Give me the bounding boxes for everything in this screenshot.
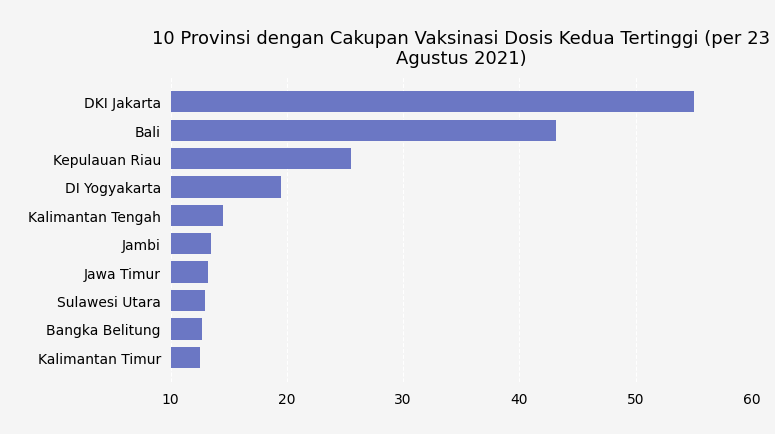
Bar (54, 347, 200, 368)
Bar (54, 290, 205, 312)
Bar (54, 120, 556, 141)
Bar (54, 319, 202, 340)
Bar (54, 177, 281, 198)
Bar (54, 233, 211, 255)
Bar (54, 92, 694, 113)
Bar (54, 148, 350, 170)
Title: 10 Provinsi dengan Cakupan Vaksinasi Dosis Kedua Tertinggi (per 23
Agustus 2021): 10 Provinsi dengan Cakupan Vaksinasi Dos… (152, 30, 770, 68)
Bar (54, 205, 223, 227)
Bar (54, 262, 208, 283)
